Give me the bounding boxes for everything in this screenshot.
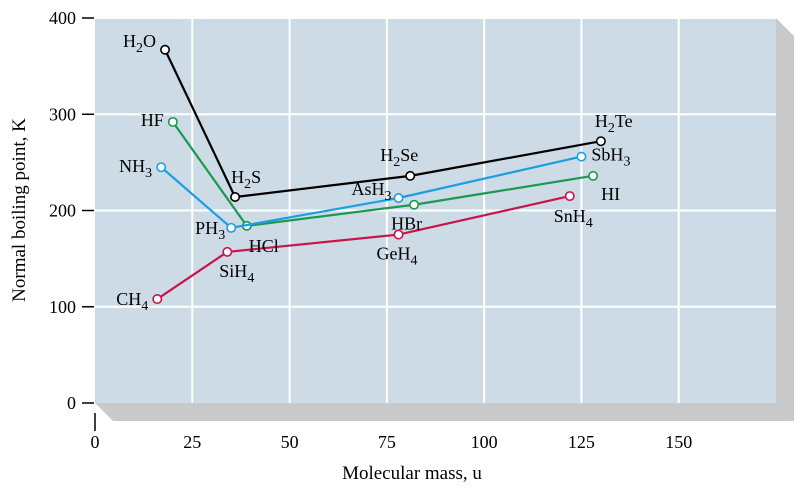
series-lines (152, 44, 606, 305)
data-point (564, 191, 575, 202)
series-line (171, 121, 594, 228)
point-label: SnH4 (554, 206, 593, 231)
series-line (160, 155, 582, 230)
point-label: HCl (249, 236, 279, 256)
plot-depth-shadow (95, 18, 794, 421)
data-point (588, 170, 599, 181)
point-label: PH3 (195, 218, 225, 243)
point-label: CH4 (116, 289, 148, 314)
depth-face-bottom (95, 403, 794, 421)
y-axis-label: Normal boiling point, K (9, 118, 30, 302)
x-axis-label: Molecular mass, u (342, 463, 482, 484)
y-tick-label: 100 (49, 297, 76, 317)
y-tick-label: 300 (49, 104, 76, 124)
x-tick-label: 150 (665, 432, 692, 452)
y-tick-label: 0 (67, 393, 76, 413)
data-point (595, 136, 606, 147)
point-label: H2Te (595, 111, 633, 136)
point-label: HI (601, 184, 620, 204)
x-tick-label: 100 (471, 432, 498, 452)
data-point (160, 44, 171, 55)
data-point (226, 222, 237, 233)
data-point (409, 199, 420, 210)
x-tick-label: 50 (281, 432, 299, 452)
point-label: H2O (123, 31, 156, 56)
data-point (152, 294, 163, 305)
data-point (393, 192, 404, 203)
point-label: H2Se (380, 145, 418, 170)
x-tick-label: 0 (91, 432, 100, 452)
depth-face-right (776, 18, 794, 421)
y-tick-label: 400 (49, 8, 76, 28)
series-line (164, 49, 602, 199)
point-labels: H2O H2S H2Se H2Te HF HCl HBr HI NH3 PH3 AsH3 SbH3 CH… (116, 31, 632, 314)
point-label: GeH4 (377, 244, 418, 269)
gridlines (95, 17, 776, 403)
point-label: HBr (391, 214, 422, 234)
y-tick-label: 200 (49, 201, 76, 221)
x-tick-label: 75 (378, 432, 396, 452)
point-label: HF (141, 110, 164, 130)
data-point (230, 192, 241, 203)
data-point (156, 162, 167, 173)
x-tick-label: 125 (568, 432, 595, 452)
point-label: AsH3 (352, 179, 392, 204)
data-point (393, 229, 404, 240)
x-tick-label: 25 (183, 432, 201, 452)
point-label: SiH4 (219, 261, 254, 286)
data-point (222, 246, 233, 257)
data-point (167, 116, 178, 127)
data-point (576, 151, 587, 162)
point-label: H2S (231, 167, 261, 192)
point-label: SbH3 (591, 145, 630, 170)
data-point (405, 170, 416, 181)
axes: 0 100 200 300 400 0 25 50 75 100 125 150 (49, 8, 692, 452)
point-label: NH3 (119, 156, 152, 181)
series-line (156, 194, 570, 300)
